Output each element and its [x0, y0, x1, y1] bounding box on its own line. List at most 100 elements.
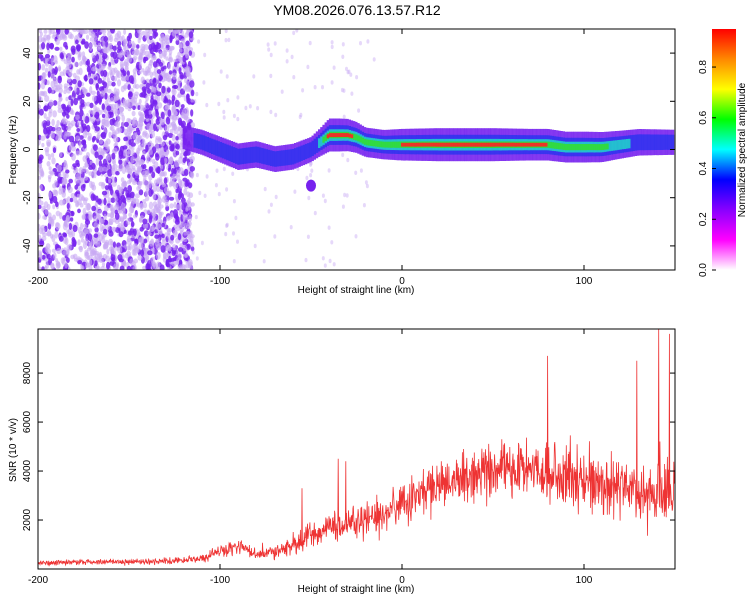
ridge-cell — [346, 133, 349, 137]
noise-cell — [222, 115, 226, 120]
noise-cell — [77, 239, 81, 246]
colorbar-tick-label: 0.0 — [698, 263, 709, 277]
noise-cell — [364, 180, 368, 185]
noise-cell — [127, 245, 131, 251]
ridge-cell — [521, 142, 524, 147]
noise-cell — [98, 166, 104, 173]
noise-cell — [45, 116, 51, 122]
ridge-cell — [348, 133, 351, 138]
noise-cell — [110, 253, 116, 262]
ridge-cell — [543, 142, 546, 147]
noise-cell — [40, 81, 46, 90]
noise-cell — [133, 198, 140, 205]
noise-cell — [169, 257, 175, 262]
noise-cell — [236, 239, 239, 244]
colorbar-axis: 0.0 0.2 0.4 0.6 0.8 — [698, 60, 716, 277]
ridge-cell — [344, 133, 347, 137]
noise-cell — [163, 47, 169, 53]
noise-cell — [307, 195, 311, 201]
noise-cell — [165, 56, 169, 61]
ridge-cell — [619, 139, 622, 150]
noise-cell — [112, 51, 118, 60]
noise-cell — [167, 238, 172, 244]
ridge-cell — [252, 146, 255, 163]
ridge-cell — [197, 134, 201, 149]
noise-cell — [309, 162, 312, 167]
noise-cell — [145, 144, 149, 153]
noise-cell — [134, 94, 138, 100]
ridge-cell — [263, 148, 266, 165]
noise-cell — [38, 82, 41, 90]
noise-cell — [85, 92, 91, 97]
ridge-cell — [617, 140, 620, 150]
noise-cell — [175, 35, 180, 41]
ridge-cell — [270, 150, 273, 166]
noise-cell — [280, 89, 284, 94]
noise-cell — [187, 197, 191, 205]
ridge-cell — [409, 142, 413, 147]
noise-cell — [328, 258, 332, 264]
noise-cell — [139, 159, 145, 165]
ridge-cell — [256, 146, 260, 163]
noise-cell — [44, 246, 49, 253]
noise-cell — [200, 240, 204, 246]
noise-cell — [63, 118, 68, 125]
noise-cell — [109, 211, 115, 219]
noise-cell — [168, 70, 173, 75]
ridge-cell — [564, 144, 568, 151]
noise-cell — [138, 236, 144, 243]
ridge-cell — [431, 142, 434, 147]
ridge-cell — [652, 134, 655, 151]
noise-cell — [110, 197, 116, 203]
noise-cell — [149, 35, 153, 41]
noise-cell — [127, 55, 132, 63]
noise-cell — [156, 42, 162, 50]
noise-cell — [94, 260, 98, 267]
noise-cell — [253, 243, 257, 249]
noise-cell — [141, 170, 147, 178]
noise-cell — [117, 206, 122, 214]
ridge-cell — [516, 142, 520, 147]
noise-cell — [82, 155, 88, 163]
noise-cell — [174, 159, 180, 168]
ridge-cell — [510, 142, 513, 147]
noise-cell — [80, 29, 86, 35]
noise-cell — [41, 142, 45, 148]
noise-cell — [54, 46, 60, 51]
noise-cell — [123, 136, 128, 142]
noise-cell — [138, 116, 144, 124]
ridge-cell — [405, 142, 408, 147]
noise-cell — [95, 107, 100, 113]
ridge-cell — [283, 150, 286, 166]
ridge-cell — [593, 144, 596, 151]
ridge-cell — [580, 144, 583, 151]
noise-cell — [100, 218, 105, 224]
noise-cell — [155, 153, 160, 161]
noise-cell — [273, 41, 277, 46]
noise-cell — [167, 62, 171, 70]
noise-cell — [232, 231, 235, 236]
noise-cell — [126, 51, 132, 58]
noise-cell — [152, 216, 157, 224]
noise-cell — [51, 118, 55, 127]
noise-cell — [120, 202, 126, 211]
noise-cell — [94, 151, 99, 159]
noise-cell — [224, 38, 228, 43]
ridge-cell — [667, 134, 670, 150]
noise-cell — [113, 135, 119, 143]
noise-cell — [78, 245, 83, 253]
noise-cell — [100, 131, 107, 140]
noise-cell — [128, 212, 133, 218]
noise-cell — [95, 111, 100, 120]
noise-cell — [130, 156, 135, 164]
y-tick-label: 40 — [22, 47, 33, 59]
noise-cell — [263, 186, 267, 192]
noise-cell — [117, 116, 121, 121]
noise-cell — [79, 135, 84, 140]
ridge-cell — [560, 143, 563, 150]
ridge-cell — [291, 149, 295, 165]
noise-cell — [160, 171, 166, 177]
noise-cell — [219, 69, 223, 74]
noise-cell — [42, 122, 47, 129]
